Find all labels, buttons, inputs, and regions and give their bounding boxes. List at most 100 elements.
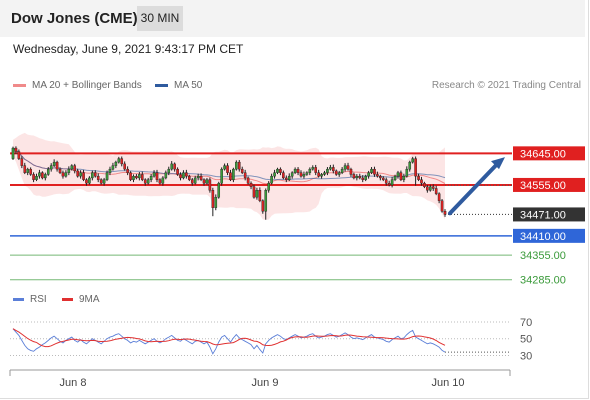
candle-body	[161, 177, 165, 184]
chart-header: Dow Jones (CME) 30 MIN	[0, 0, 585, 37]
candle-body	[384, 179, 388, 184]
price-label: 34285.00	[520, 275, 566, 287]
credit-text: Research © 2021 Trading Central	[431, 80, 581, 91]
candle-body	[311, 167, 315, 170]
candle-body	[102, 179, 106, 184]
price-label-box	[513, 146, 585, 161]
x-tick-label: Jun 10	[431, 377, 464, 389]
candle-body	[93, 172, 97, 177]
candle-body	[73, 165, 77, 172]
interval-badge[interactable]: 30 MIN	[137, 6, 183, 31]
candle-body	[114, 161, 118, 166]
candle-body	[296, 168, 300, 173]
legend-item-9ma: 9MA	[62, 294, 100, 305]
candle-body	[417, 175, 420, 180]
rsi-swatch	[13, 297, 24, 301]
candle-body	[340, 168, 344, 173]
candle-body	[182, 172, 185, 179]
candle-body	[290, 172, 294, 177]
legend-label: 9MA	[79, 294, 100, 305]
candle-body	[196, 175, 200, 179]
candle-body	[270, 175, 273, 184]
candle-body	[355, 175, 359, 179]
candle-body	[32, 174, 35, 180]
candle-body	[146, 179, 150, 184]
candle-body	[170, 163, 173, 170]
candle-body	[82, 172, 85, 180]
candle-body	[105, 172, 109, 180]
candle-body	[155, 172, 159, 180]
candle-body	[329, 167, 332, 170]
candle-body	[26, 168, 29, 173]
candle-body	[99, 179, 103, 184]
rsi-tick-label: 50	[520, 334, 532, 346]
candle-body	[429, 186, 432, 191]
candle-body	[96, 175, 100, 180]
x-tick-label: Jun 9	[252, 377, 279, 389]
candle-body	[176, 168, 179, 175]
candle-body	[434, 188, 438, 194]
legend-label: MA 50	[174, 80, 203, 91]
candle-body	[399, 172, 403, 180]
candle-body	[64, 172, 68, 177]
candle-body	[282, 172, 285, 179]
candle-body	[285, 177, 288, 180]
candle-body	[132, 175, 135, 180]
candle-body	[202, 179, 206, 184]
candle-body	[346, 165, 350, 170]
candle-body	[29, 168, 32, 175]
candle-body	[193, 177, 197, 184]
candle-body	[373, 168, 376, 175]
candle-body	[120, 158, 124, 165]
candle-body	[367, 172, 370, 177]
candle-body	[237, 161, 241, 170]
candle-body	[273, 172, 276, 177]
ma50-swatch	[155, 83, 168, 87]
candle-body	[426, 186, 429, 191]
candle-body	[152, 172, 156, 177]
candle-body	[264, 190, 268, 212]
candle-body	[235, 161, 238, 170]
rsi-line	[12, 328, 446, 355]
candle-body	[185, 172, 188, 177]
candle-body	[379, 175, 382, 179]
candle-body	[143, 179, 147, 184]
candle-body	[267, 182, 270, 191]
candle-body	[246, 177, 250, 184]
candle-body	[252, 186, 256, 198]
candle-body	[79, 172, 82, 177]
price-label: 34410.00	[520, 231, 566, 243]
candle-body	[261, 200, 265, 212]
candle-body	[396, 172, 400, 177]
candle-body	[111, 165, 115, 170]
candle-body	[352, 174, 356, 179]
price-label-box	[513, 228, 585, 243]
candle-body	[349, 168, 353, 175]
candle-body	[423, 182, 426, 187]
candle-body	[11, 147, 15, 159]
candle-body	[211, 190, 215, 208]
candle-body	[70, 165, 74, 170]
candle-body	[440, 200, 444, 212]
candle-body	[240, 168, 244, 173]
candle-body	[411, 158, 414, 163]
candle-body	[141, 174, 144, 180]
candle-body	[381, 177, 385, 180]
candle-body	[308, 168, 312, 173]
candle-body	[405, 168, 409, 177]
legend-item-ma50: MA 50	[155, 80, 202, 91]
candle-body	[337, 172, 341, 175]
candle-body	[188, 175, 191, 180]
candle-body	[38, 172, 41, 177]
candle-body	[420, 179, 423, 184]
candle-body	[226, 165, 229, 173]
candle-body	[364, 175, 367, 180]
legend-label: MA 20 + Bollinger Bands	[32, 80, 142, 91]
candle-body	[393, 175, 397, 180]
candle-body	[88, 177, 91, 184]
candle-body	[67, 168, 71, 173]
rsi-9ma-line	[12, 328, 446, 348]
price-label: 34555.00	[520, 180, 566, 192]
ma9-swatch	[62, 297, 73, 301]
